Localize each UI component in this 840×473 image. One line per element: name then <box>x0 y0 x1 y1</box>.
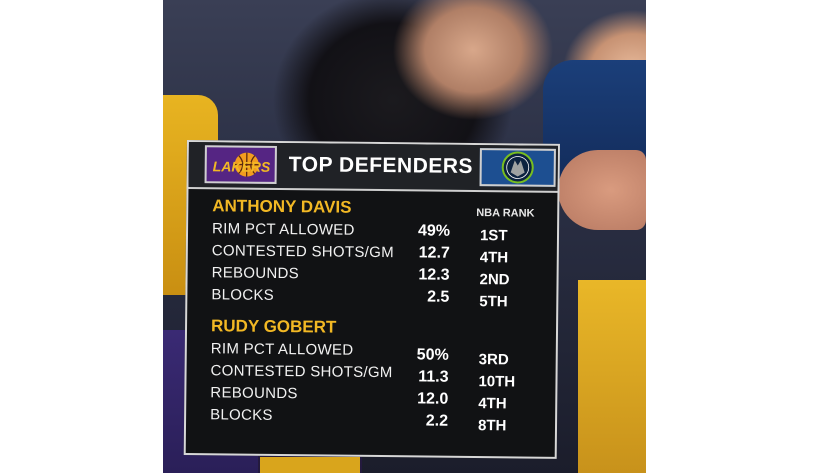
stat-label: BLOCKS <box>210 406 273 424</box>
hand <box>558 150 646 230</box>
stat-rank: 5TH <box>479 293 508 311</box>
stat-rank: 2ND <box>479 271 510 289</box>
stat-value: 2.2 <box>425 412 449 430</box>
stat-value: 12.3 <box>418 266 450 284</box>
jersey-number-strip <box>258 455 362 473</box>
right-yellow-jersey <box>578 280 646 473</box>
stat-rank: 4TH <box>478 395 507 413</box>
stat-rank: 4TH <box>479 249 509 267</box>
stat-label: REBOUNDS <box>210 384 298 403</box>
stat-value: 50% <box>416 346 449 364</box>
rank-header: NBA RANK <box>476 207 535 220</box>
stat-value: 12.7 <box>418 244 450 262</box>
stat-rank: 8TH <box>477 417 507 435</box>
player-name-gobert: RUDY GOBERT <box>210 316 337 337</box>
stat-rank: 1ST <box>479 227 508 245</box>
graphic-header: LAKERS TOP DEFENDERS <box>188 142 558 193</box>
stat-rank: 10TH <box>478 373 516 391</box>
stat-label: BLOCKS <box>211 286 275 304</box>
graphic-title: TOP DEFENDERS <box>288 153 474 178</box>
wolf-icon <box>501 151 534 184</box>
stat-value: 2.5 <box>427 288 450 306</box>
stat-value: 12.0 <box>417 390 449 408</box>
top-defenders-graphic: LAKERS TOP DEFENDERS ANTHONY DAVIS NBA R… <box>183 140 560 459</box>
stat-value: 49% <box>417 222 451 240</box>
basketball-icon <box>234 152 259 177</box>
stat-label: REBOUNDS <box>211 264 300 283</box>
player-name-davis: ANTHONY DAVIS <box>212 196 352 217</box>
stat-rank: 3RD <box>478 351 509 369</box>
lakers-logo-text: LAKERS <box>212 158 271 175</box>
stat-label: CONTESTED SHOTS/GM <box>211 242 394 262</box>
stat-label: RIM PCT ALLOWED <box>210 340 354 359</box>
stat-label: RIM PCT ALLOWED <box>211 220 355 239</box>
stat-label: CONTESTED SHOTS/GM <box>210 362 393 382</box>
lakers-logo: LAKERS <box>204 145 277 184</box>
timberwolves-logo <box>479 148 556 187</box>
stat-value: 11.3 <box>418 368 449 386</box>
